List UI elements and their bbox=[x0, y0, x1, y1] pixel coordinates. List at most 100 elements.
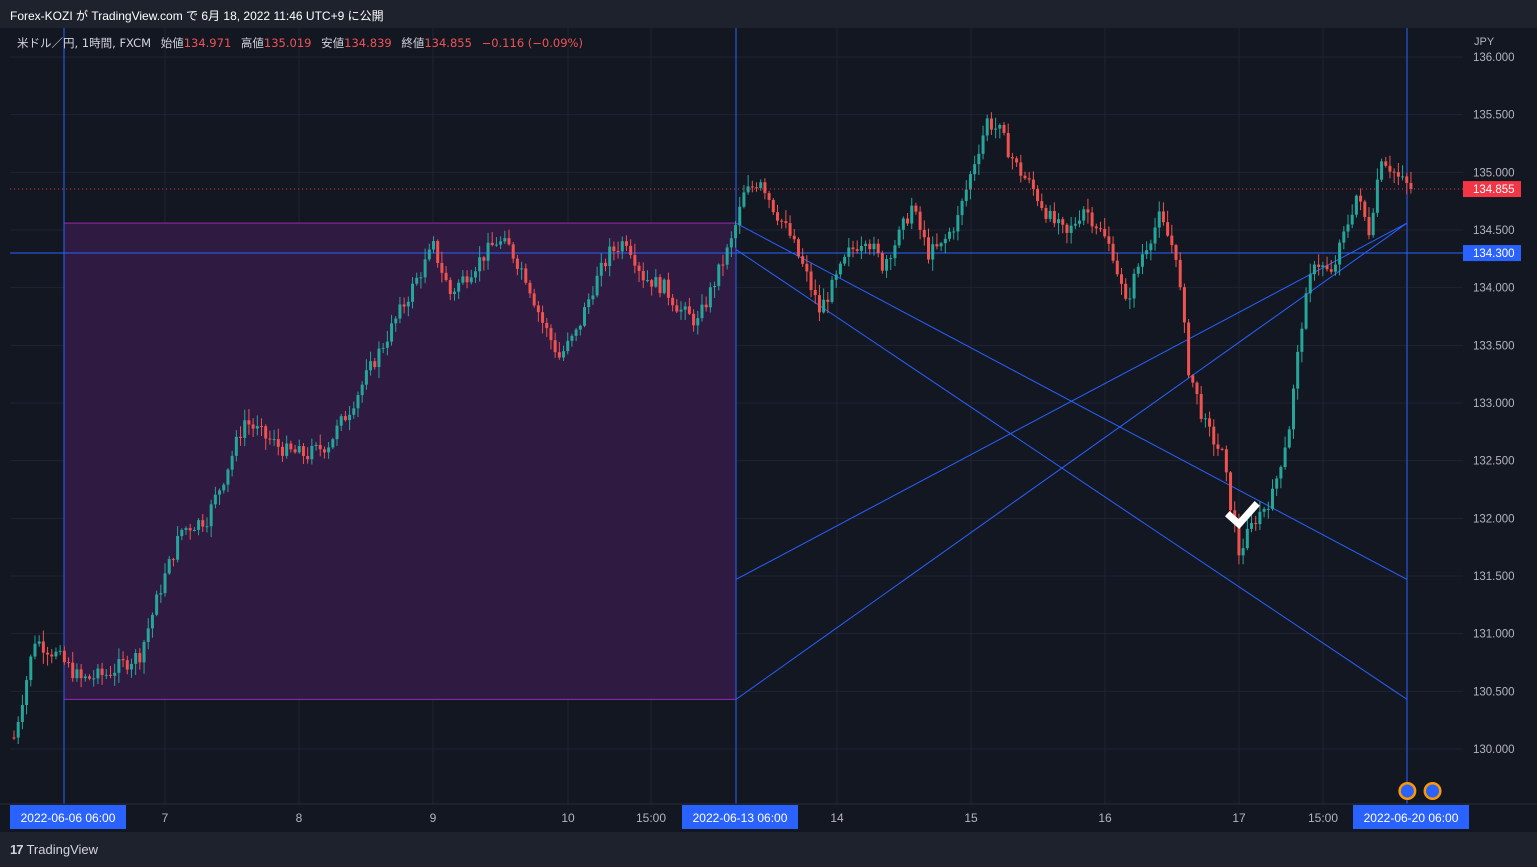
candle-body bbox=[947, 231, 951, 239]
candle-body bbox=[725, 247, 729, 265]
candle-body bbox=[1371, 212, 1375, 236]
candle-body bbox=[696, 318, 700, 326]
candle-body bbox=[645, 280, 649, 282]
candle-body bbox=[96, 668, 100, 679]
candle-body bbox=[906, 218, 910, 224]
candle-body bbox=[1250, 523, 1254, 529]
time-badge-label: 2022-06-06 06:00 bbox=[21, 811, 116, 825]
candle-body bbox=[1300, 328, 1304, 352]
candle-body bbox=[876, 243, 880, 254]
candle-body bbox=[977, 153, 981, 165]
candle-body bbox=[1401, 176, 1405, 178]
candle-body bbox=[1262, 508, 1266, 512]
candle-body bbox=[352, 408, 356, 415]
candle-body bbox=[92, 678, 96, 680]
time-tick-label: 17 bbox=[1232, 811, 1246, 825]
candle-body bbox=[788, 223, 792, 236]
candle-body bbox=[587, 299, 591, 308]
price-badge bbox=[1463, 245, 1521, 262]
candle-body bbox=[616, 250, 620, 252]
candle-body bbox=[775, 212, 779, 221]
candle-body bbox=[423, 259, 427, 278]
candle-body bbox=[868, 243, 872, 250]
price-tick-label: 131.000 bbox=[1473, 629, 1515, 641]
candle-body bbox=[1384, 161, 1388, 166]
ohlc-legend: 米ドル／円, 1時間, FXCM 始値134.971 高値135.019 安値1… bbox=[17, 35, 583, 51]
candle-body bbox=[465, 276, 469, 283]
candle-body bbox=[1044, 207, 1048, 219]
price-tick-label: 131.500 bbox=[1473, 571, 1515, 583]
candle-body bbox=[46, 652, 50, 655]
time-tick-label: 8 bbox=[296, 811, 303, 825]
time-tick-label: 15 bbox=[964, 811, 978, 825]
candle-body bbox=[1224, 449, 1228, 473]
candle-body bbox=[364, 370, 368, 385]
candle-body bbox=[1317, 264, 1321, 267]
candle-body bbox=[314, 444, 318, 446]
candle-body bbox=[834, 274, 838, 280]
candle-body bbox=[1308, 274, 1312, 294]
candle-body bbox=[218, 490, 222, 495]
candle-body bbox=[222, 484, 226, 491]
candle-body bbox=[327, 447, 331, 453]
candle-body bbox=[1153, 227, 1157, 244]
candle-body bbox=[755, 187, 759, 189]
candle-body bbox=[973, 164, 977, 175]
tradingview-logo[interactable]: 17 TradingView bbox=[10, 842, 98, 857]
candle-body bbox=[520, 268, 524, 270]
candle-body bbox=[901, 218, 905, 230]
candle-body bbox=[658, 277, 662, 294]
candle-body bbox=[419, 277, 423, 279]
check-mark-icon bbox=[1224, 501, 1260, 529]
candle-body bbox=[192, 529, 196, 531]
candle-body bbox=[574, 329, 578, 336]
time-tick-label: 7 bbox=[162, 811, 169, 825]
candle-body bbox=[729, 238, 733, 248]
candle-body bbox=[1124, 283, 1128, 299]
candle-body bbox=[1333, 264, 1337, 272]
candle-body bbox=[624, 241, 628, 246]
candle-body bbox=[1241, 548, 1245, 556]
candle-body bbox=[578, 325, 582, 330]
candle-body bbox=[1396, 172, 1400, 177]
candle-body bbox=[440, 262, 444, 273]
time-badge-label: 2022-06-13 06:00 bbox=[693, 811, 788, 825]
time-badge bbox=[10, 805, 126, 829]
candle-body bbox=[1010, 157, 1014, 159]
candle-body bbox=[159, 593, 163, 595]
candle-body bbox=[1166, 222, 1170, 236]
brand-label: TradingView bbox=[26, 842, 99, 857]
candle-body bbox=[1145, 250, 1149, 255]
candle-body bbox=[1321, 265, 1325, 267]
time-tick-label: 14 bbox=[830, 811, 844, 825]
candle-body bbox=[205, 526, 209, 528]
candle-body bbox=[167, 559, 171, 574]
candle-body bbox=[184, 528, 188, 530]
candle-body bbox=[859, 246, 863, 251]
candle-body bbox=[809, 271, 813, 291]
candle-body bbox=[1052, 211, 1056, 224]
candle-body bbox=[612, 246, 616, 251]
time-badge bbox=[682, 805, 798, 829]
candle-body bbox=[490, 242, 494, 246]
price-tick-label: 130.500 bbox=[1473, 686, 1515, 698]
candle-body bbox=[473, 271, 477, 278]
time-tick-label: 15:00 bbox=[1308, 811, 1338, 825]
candle-body bbox=[968, 174, 972, 190]
candle-body bbox=[1287, 429, 1291, 448]
candle-body bbox=[1329, 269, 1333, 272]
candle-body bbox=[759, 182, 763, 189]
candle-body bbox=[1149, 243, 1153, 251]
candle-body bbox=[583, 307, 587, 326]
candle-body bbox=[163, 573, 167, 594]
price-badge-label: 134.855 bbox=[1473, 184, 1515, 196]
high-value: 135.019 bbox=[263, 36, 312, 50]
candle-body bbox=[692, 313, 696, 326]
candle-body bbox=[444, 272, 448, 281]
candle-body bbox=[780, 220, 784, 222]
candle-body bbox=[356, 395, 360, 409]
candle-body bbox=[1312, 264, 1316, 275]
candle-body bbox=[331, 439, 335, 448]
candle-body bbox=[1291, 388, 1295, 430]
